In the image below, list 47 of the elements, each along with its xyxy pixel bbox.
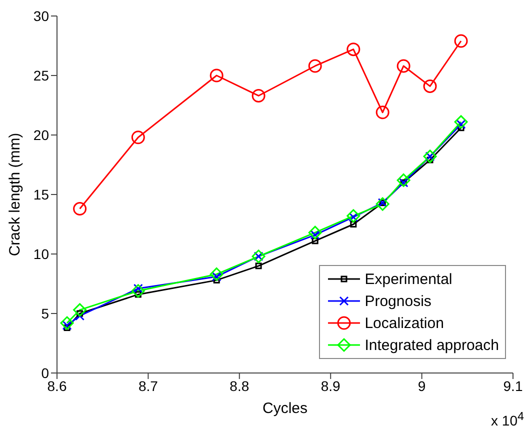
point <box>210 267 224 281</box>
point <box>73 303 87 317</box>
point <box>376 197 390 211</box>
x-tick-label: 8.9 <box>320 378 341 394</box>
point <box>454 34 468 48</box>
y-tick-label: 5 <box>41 305 50 322</box>
point <box>73 202 87 216</box>
y-tick-label: 0 <box>41 364 50 381</box>
point <box>350 221 357 228</box>
point <box>396 59 410 73</box>
x-tick-label: 9.1 <box>503 378 523 394</box>
y-tick-label: 20 <box>33 126 50 143</box>
y-tick-label: 10 <box>33 246 50 262</box>
text: x 10$^{4}$ <box>491 410 524 429</box>
point <box>458 124 464 132</box>
point <box>76 310 84 317</box>
point <box>60 316 74 330</box>
y-tick-label: 25 <box>33 67 50 84</box>
x-tick-label: 9 <box>418 378 426 394</box>
point <box>346 209 360 223</box>
point <box>312 238 318 244</box>
point <box>454 115 468 129</box>
legend-label: Experimental <box>364 270 452 288</box>
legend-label: Prognosis <box>364 292 432 310</box>
point <box>131 284 145 298</box>
point <box>308 59 322 73</box>
x-tick-label: 8.7 <box>138 378 158 394</box>
point <box>346 42 360 56</box>
point <box>255 262 262 270</box>
x-tick-label: 8.8 <box>230 378 250 394</box>
point <box>308 226 322 240</box>
legend-label: Localization <box>364 314 444 332</box>
point <box>376 106 390 120</box>
point <box>396 173 410 187</box>
y-tick-label: 30 <box>33 8 50 24</box>
point <box>64 324 70 332</box>
legend-label: Integrated approach <box>364 336 499 354</box>
y-tick-label: 15 <box>33 186 50 202</box>
point <box>423 79 437 93</box>
point <box>131 130 145 144</box>
x-axis-title: Cycles <box>262 400 308 417</box>
x-tick-label: 8.6 <box>47 378 67 394</box>
point <box>210 68 224 82</box>
point <box>213 276 220 284</box>
y-axis-title: Crack length (mm) <box>6 132 24 256</box>
point <box>134 291 142 298</box>
point <box>252 88 266 102</box>
